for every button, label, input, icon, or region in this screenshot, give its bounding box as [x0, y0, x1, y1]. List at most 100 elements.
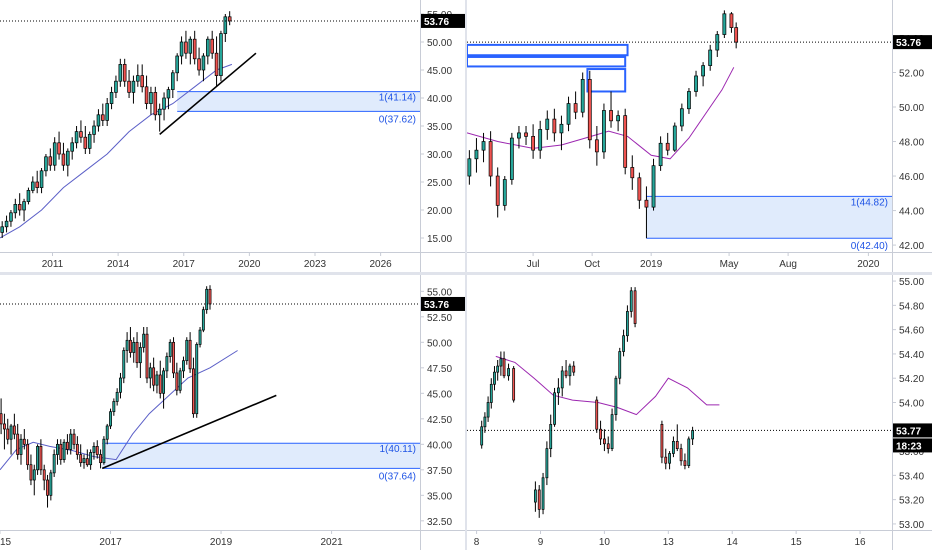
candle-body — [499, 358, 503, 367]
last-price-tag — [893, 423, 932, 438]
price-tick-label: 44.00 — [899, 207, 924, 218]
time-tick-label: May — [720, 259, 739, 270]
chart-pane-daily[interactable]: 1(44.82) 0(42.40) 42.00 44.00 46.00 48.00 50.0… — [467, 0, 932, 272]
price-tick-label: 50.00 — [427, 338, 452, 349]
candle-body — [214, 52, 219, 76]
fib-zone — [646, 196, 892, 239]
candle-body — [227, 16, 232, 22]
candle-body — [517, 132, 521, 139]
candle-body — [602, 110, 606, 153]
moving-average-line — [0, 63, 233, 239]
candle-body — [32, 469, 36, 481]
price-axis — [420, 275, 465, 550]
candle-body — [39, 446, 43, 471]
time-tick-label: 9 — [538, 537, 544, 548]
candle-body — [595, 399, 599, 430]
chart-weekly[interactable]: 1(40.11) 0(37.64) 32.50 35.00 37.50 40.00 42.5… — [0, 275, 465, 550]
candle-body — [59, 443, 63, 460]
chart-daily[interactable]: 1(44.82) 0(42.40) 42.00 44.00 46.00 48.00 50.0… — [467, 0, 932, 272]
time-tick-label: 2019 — [640, 259, 663, 270]
chart-monthly[interactable]: 1(41.14) 0(37.62) 15.00 20.00 25.00 30.00 35.0… — [0, 0, 465, 272]
candle-body — [136, 75, 140, 82]
time-tick-label: 2023 — [304, 259, 327, 270]
candle-body — [105, 103, 109, 121]
candle-body — [201, 55, 206, 71]
candle-body — [48, 156, 53, 166]
pane-divider-vertical[interactable] — [465, 0, 467, 550]
trendline — [159, 52, 257, 136]
fib-label-top: 1(40.11) — [379, 444, 416, 455]
candle-body — [208, 288, 212, 305]
candle-body — [171, 72, 175, 90]
candle-body — [614, 377, 618, 415]
candle-body — [132, 341, 136, 353]
chart-pane-monthly[interactable]: 1(41.14) 0(37.62) 15.00 20.00 25.00 30.00 35.0… — [0, 0, 465, 272]
fib-label-bottom: 0(37.64) — [379, 471, 416, 482]
candle-body — [56, 443, 59, 455]
price-tick-label: 53.20 — [899, 496, 924, 507]
last-price-tag — [421, 13, 465, 28]
candle-body — [197, 58, 201, 71]
time-tick-label: 2017 — [99, 537, 122, 548]
candle-body — [538, 129, 543, 151]
price-tick-label: 54.20 — [899, 374, 924, 385]
candle-body — [92, 125, 96, 135]
candle-body — [179, 41, 184, 57]
candle-body — [162, 370, 166, 394]
candle-body — [672, 441, 675, 454]
candle-body — [502, 179, 507, 206]
trendline — [101, 394, 277, 470]
candle-body — [658, 142, 663, 167]
price-axis — [420, 0, 465, 272]
candle-body — [537, 489, 541, 510]
candle-body — [644, 199, 649, 208]
fib-label-top: 1(44.82) — [851, 197, 888, 208]
candle-body — [184, 41, 188, 54]
candle-body — [668, 453, 671, 464]
candle-body — [17, 204, 22, 211]
last-price-label: 53.76 — [424, 17, 449, 28]
candle-body — [4, 220, 9, 228]
moving-average-line — [0, 350, 238, 471]
time-tick-label: 2017 — [173, 259, 196, 270]
candle-body — [629, 290, 633, 312]
price-tick-label: 30.00 — [427, 150, 452, 161]
candle-body — [31, 181, 35, 191]
candle-body — [729, 13, 734, 28]
candle-body — [35, 181, 39, 188]
candle-body — [206, 38, 210, 57]
price-tick-label: 52.50 — [427, 313, 452, 324]
chart-pane-intraday[interactable]: 53.0053.2053.4053.6053.8054.0054.2054.40… — [467, 275, 932, 550]
candle-body — [512, 368, 516, 401]
candle-body — [687, 91, 691, 110]
countdown-label: 18:23 — [896, 441, 922, 452]
candle-body — [128, 339, 132, 353]
candle-body — [489, 383, 493, 403]
countdown-tag — [893, 438, 932, 453]
chart-pane-weekly[interactable]: 1(40.11) 0(37.64) 32.50 35.00 37.50 40.00 42.5… — [0, 275, 465, 550]
candle-body — [138, 347, 142, 364]
chart-intraday[interactable]: 53.0053.2053.4053.6053.8054.0054.2054.40… — [467, 275, 932, 550]
candle-body — [182, 360, 185, 372]
candle-body — [467, 158, 472, 177]
candle-body — [572, 365, 576, 373]
price-tick-label: 40.00 — [427, 440, 452, 451]
candle-body — [633, 290, 637, 324]
price-tick-label: 54.80 — [899, 301, 924, 312]
candle-body — [125, 339, 129, 351]
candle-body — [564, 370, 568, 377]
price-tick-label: 53.00 — [899, 520, 924, 531]
candle-body — [618, 351, 622, 379]
candle-body — [52, 142, 57, 166]
pane-divider-horizontal[interactable] — [0, 272, 932, 275]
candle-body — [188, 339, 192, 370]
candle-body — [609, 110, 613, 122]
candle-body — [552, 118, 557, 134]
candle-body — [172, 341, 175, 374]
price-tick-label: 35.00 — [427, 122, 452, 133]
price-tick-label: 45.00 — [427, 66, 452, 77]
candle-body — [488, 141, 493, 177]
candle-body — [541, 477, 545, 510]
candle-body — [168, 341, 172, 357]
candle-body — [545, 448, 549, 479]
